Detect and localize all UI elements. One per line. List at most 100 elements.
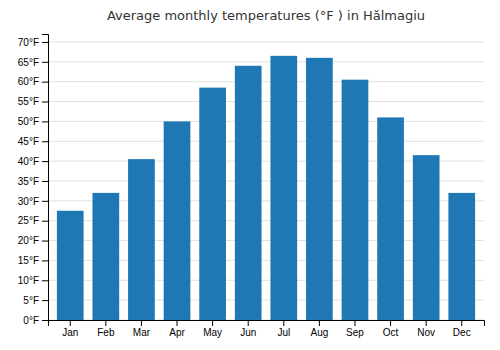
bar bbox=[235, 66, 262, 320]
x-tick: Sep bbox=[346, 320, 364, 338]
x-tick: Jul bbox=[277, 320, 290, 338]
bar bbox=[270, 56, 297, 320]
x-tick-mark bbox=[141, 320, 142, 326]
y-tick-mark bbox=[42, 241, 48, 242]
x-tick: Mar bbox=[133, 320, 151, 338]
y-tick-label: 15°F bbox=[18, 255, 39, 266]
y-tick: 25°F bbox=[18, 215, 48, 226]
y-tick-label: 70°F bbox=[18, 37, 39, 48]
y-tick: 15°F bbox=[18, 255, 48, 266]
x-tick: Aug bbox=[310, 320, 328, 338]
y-tick: 60°F bbox=[18, 76, 48, 87]
y-tick: 65°F bbox=[18, 57, 48, 68]
chart: 0°F 5°F 10°F 15°F 20°F 25°F 30°F 35°F 40°F 45°F 50… bbox=[0, 0, 500, 350]
y-tick-mark bbox=[42, 181, 48, 182]
grid-line bbox=[48, 41, 484, 42]
y-tick-mark bbox=[42, 121, 48, 122]
grid-line bbox=[48, 101, 484, 102]
bar bbox=[199, 88, 226, 320]
grid-line bbox=[48, 121, 484, 122]
x-tick-label: Dec bbox=[453, 327, 471, 338]
x-tick: Dec bbox=[453, 320, 471, 338]
y-tick: 0°F bbox=[23, 315, 48, 326]
title: Average monthly temperatures (°F ) in Hă… bbox=[107, 8, 425, 23]
x-tick-mark bbox=[105, 320, 106, 326]
x-axis: Jan Feb Mar Apr May Jun Jul Aug Sep Oct Nov Dec bbox=[49, 320, 485, 338]
x-tick-mark bbox=[248, 320, 249, 326]
x-tick-mark bbox=[319, 320, 320, 326]
bar bbox=[377, 117, 404, 320]
x-tick-label: Aug bbox=[310, 327, 328, 338]
grid-line bbox=[48, 61, 484, 62]
bar bbox=[92, 193, 119, 320]
y-tick-label: 30°F bbox=[18, 196, 39, 207]
y-tick-label: 40°F bbox=[18, 156, 39, 167]
x-tick-mark bbox=[354, 320, 355, 326]
y-tick-label: 10°F bbox=[18, 275, 39, 286]
y-tick-mark bbox=[42, 62, 48, 63]
x-tick-mark bbox=[461, 320, 462, 326]
y-tick-mark bbox=[42, 201, 48, 202]
y-tick-label: 35°F bbox=[18, 176, 39, 187]
y-tick-mark bbox=[42, 42, 48, 43]
y-tick-label: 50°F bbox=[18, 116, 39, 127]
y-tick-label: 0°F bbox=[23, 315, 39, 326]
x-tick: Jun bbox=[240, 320, 256, 338]
y-tick: 55°F bbox=[18, 96, 48, 107]
y-tick: 45°F bbox=[18, 136, 48, 147]
x-tick-label: Jun bbox=[240, 327, 256, 338]
bar bbox=[128, 159, 155, 320]
y-tick-mark bbox=[42, 260, 48, 261]
x-tick: Apr bbox=[169, 320, 185, 338]
plot-area: 0°F 5°F 10°F 15°F 20°F 25°F 30°F 35°F 40°F 45°F 50… bbox=[18, 35, 485, 339]
y-tick: 30°F bbox=[18, 196, 48, 207]
bar bbox=[342, 80, 369, 320]
x-tick: Jan bbox=[62, 320, 78, 338]
x-tick-mark bbox=[70, 320, 71, 326]
x-tick-mark bbox=[212, 320, 213, 326]
y-tick-mark bbox=[42, 102, 48, 103]
x-tick-label: Apr bbox=[169, 327, 185, 338]
bars bbox=[57, 56, 475, 320]
y-tick: 5°F bbox=[23, 295, 48, 306]
y-tick: 10°F bbox=[18, 275, 48, 286]
y-tick-mark bbox=[42, 141, 48, 142]
x-tick: May bbox=[203, 320, 222, 338]
y-tick: 20°F bbox=[18, 235, 48, 246]
x-tick-label: Nov bbox=[417, 327, 435, 338]
x-tick-mark bbox=[426, 320, 427, 326]
y-tick-label: 5°F bbox=[23, 295, 39, 306]
y-tick-label: 45°F bbox=[18, 136, 39, 147]
x-tick-label: Oct bbox=[383, 327, 399, 338]
bar bbox=[57, 211, 84, 320]
y-axis-line bbox=[42, 35, 49, 321]
bar bbox=[306, 58, 333, 320]
y-tick-mark bbox=[42, 161, 48, 162]
grid-line bbox=[48, 81, 484, 82]
x-tick-mark bbox=[177, 320, 178, 326]
y-tick-mark bbox=[42, 300, 48, 301]
y-tick-label: 20°F bbox=[18, 235, 39, 246]
bar bbox=[164, 121, 191, 320]
x-tick: Nov bbox=[417, 320, 435, 338]
x-tick-mark bbox=[283, 320, 284, 326]
y-tick-mark bbox=[42, 221, 48, 222]
y-tick: 35°F bbox=[18, 176, 48, 187]
y-tick-mark bbox=[42, 280, 48, 281]
x-tick-label: Jul bbox=[277, 327, 290, 338]
y-tick: 40°F bbox=[18, 156, 48, 167]
x-tick-label: Feb bbox=[97, 327, 115, 338]
y-tick-label: 55°F bbox=[18, 96, 39, 107]
x-tick-label: May bbox=[203, 327, 222, 338]
bar bbox=[448, 193, 475, 320]
bar bbox=[413, 155, 440, 320]
x-tick-label: Sep bbox=[346, 327, 364, 338]
y-tick-label: 65°F bbox=[18, 57, 39, 68]
y-tick-label: 25°F bbox=[18, 215, 39, 226]
y-tick: 70°F bbox=[18, 37, 48, 48]
x-tick: Feb bbox=[97, 320, 115, 338]
y-axis: 0°F 5°F 10°F 15°F 20°F 25°F 30°F 35°F 40°F 45°F 50… bbox=[18, 35, 49, 326]
x-tick-label: Jan bbox=[62, 327, 78, 338]
y-tick-mark bbox=[42, 320, 48, 321]
x-tick: Oct bbox=[383, 320, 399, 338]
